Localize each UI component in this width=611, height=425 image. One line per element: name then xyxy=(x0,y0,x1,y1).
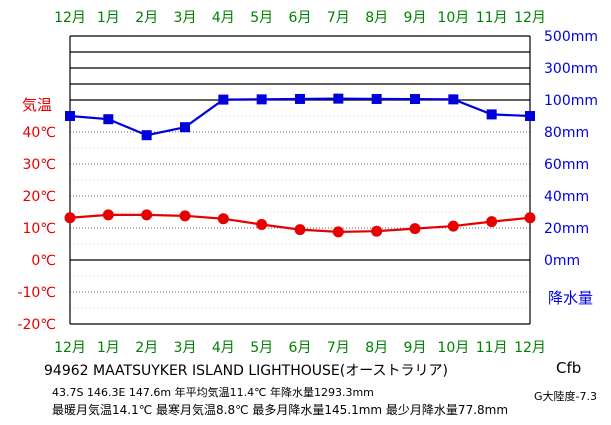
temperature-point xyxy=(409,223,421,235)
precipitation-tick-label: 500mm xyxy=(544,29,598,45)
precipitation-point xyxy=(448,94,459,105)
precipitation-line xyxy=(69,97,531,137)
top-month-labels: 12月 1月 2月 3月 4月 5月 6月 7月 8月 9月 10月 11月 12月 xyxy=(54,10,546,26)
month-label-top: 5月 xyxy=(250,10,273,26)
temperature-axis-labels: 気温 40℃ 30℃ 20℃ 10℃ 0℃ -10℃ -20℃ xyxy=(17,96,56,333)
month-label-top: 1月 xyxy=(97,10,120,26)
precipitation-point xyxy=(103,114,114,125)
precipitation-tick-label: 40mm xyxy=(544,189,589,205)
temperature-point xyxy=(332,226,344,238)
precipitation-point xyxy=(371,93,382,104)
month-label-top: 9月 xyxy=(404,10,427,26)
month-label-top: 6月 xyxy=(289,10,312,26)
temperature-point xyxy=(294,224,306,236)
station-title: 94962 MAATSUYKER ISLAND LIGHTHOUSE(オーストラ… xyxy=(44,363,448,379)
precipitation-point xyxy=(295,93,305,104)
month-label-bottom: 11月 xyxy=(476,340,508,356)
precipitation-tick-label: 300mm xyxy=(544,61,598,77)
month-label-bottom: 8月 xyxy=(365,340,388,356)
precipitation-series xyxy=(65,93,535,141)
precipitation-axis-title: 降水量 xyxy=(548,289,593,307)
month-label-top: 10月 xyxy=(437,10,469,26)
month-label-bottom: 12月 xyxy=(514,340,546,356)
grid-lines xyxy=(69,35,531,325)
month-label-bottom: 9月 xyxy=(404,340,427,356)
month-label-bottom: 4月 xyxy=(212,340,235,356)
precipitation-axis-labels: 500mm 300mm 100mm 80mm 60mm 40mm 20mm 0mm 降水量 xyxy=(544,29,598,307)
station-extremes: 最暖月気温14.1℃ 最寒月気温8.8℃ 最多月降水量145.1mm 最少月降水… xyxy=(52,403,509,417)
month-label-bottom: 1月 xyxy=(97,340,120,356)
temperature-point xyxy=(64,212,76,224)
temperature-point xyxy=(447,220,459,232)
precipitation-tick-label: 0mm xyxy=(544,253,580,269)
temperature-point xyxy=(179,210,191,222)
precipitation-point xyxy=(333,93,344,104)
temperature-point xyxy=(217,213,229,225)
bottom-month-labels: 12月 1月 2月 3月 4月 5月 6月 7月 8月 9月 10月 11月 12月 xyxy=(54,340,546,356)
temperature-point xyxy=(371,225,383,237)
precipitation-point xyxy=(218,94,229,105)
temperature-tick-label: 30℃ xyxy=(22,157,56,173)
precipitation-point xyxy=(256,94,267,105)
temperature-point xyxy=(524,212,536,224)
month-label-bottom: 5月 xyxy=(250,340,273,356)
precipitation-point xyxy=(486,109,497,120)
continentality-index: G大陸度-7.3 xyxy=(534,390,597,403)
month-label-top: 7月 xyxy=(327,10,350,26)
precipitation-tick-label: 80mm xyxy=(544,125,589,141)
precipitation-tick-label: 100mm xyxy=(544,93,598,109)
month-label-top: 4月 xyxy=(212,10,235,26)
temperature-axis-title: 気温 xyxy=(22,96,52,114)
precipitation-tick-label: 60mm xyxy=(544,157,589,173)
month-label-bottom: 2月 xyxy=(135,340,158,356)
precipitation-point xyxy=(141,130,152,141)
month-label-bottom: 6月 xyxy=(289,340,312,356)
month-label-top: 12月 xyxy=(514,10,546,26)
precipitation-point xyxy=(65,111,75,121)
month-label-bottom: 7月 xyxy=(327,340,350,356)
month-label-top: 11月 xyxy=(476,10,508,26)
month-label-bottom: 3月 xyxy=(174,340,197,356)
temperature-tick-label: 0℃ xyxy=(31,253,56,269)
month-label-bottom: 10月 xyxy=(437,340,469,356)
month-label-top: 8月 xyxy=(365,10,388,26)
temperature-point xyxy=(102,209,114,221)
station-coords: 43.7S 146.3E 147.6m 年平均気温11.4℃ 年降水量1293.… xyxy=(52,386,374,399)
temperature-tick-label: -10℃ xyxy=(17,285,56,301)
precipitation-point xyxy=(525,111,535,121)
precipitation-tick-label: 20mm xyxy=(544,221,589,237)
precipitation-point xyxy=(410,94,420,105)
koppen-class: Cfb xyxy=(556,359,582,377)
month-label-top: 2月 xyxy=(135,10,158,26)
temperature-point xyxy=(141,209,153,221)
temperature-point xyxy=(486,216,498,228)
precipitation-point xyxy=(180,122,190,133)
temperature-series xyxy=(64,209,536,238)
temperature-tick-label: 10℃ xyxy=(22,221,56,237)
temperature-tick-label: 20℃ xyxy=(22,189,56,205)
temperature-tick-label: 40℃ xyxy=(22,125,56,141)
month-label-top: 3月 xyxy=(174,10,197,26)
temperature-tick-label: -20℃ xyxy=(17,317,56,333)
month-label-top: 12月 xyxy=(54,10,86,26)
month-label-bottom: 12月 xyxy=(54,340,86,356)
climate-chart: 12月 1月 2月 3月 4月 5月 6月 7月 8月 9月 10月 11月 12月 12月 1月 2月 3月… xyxy=(17,10,598,356)
temperature-point xyxy=(256,218,268,230)
